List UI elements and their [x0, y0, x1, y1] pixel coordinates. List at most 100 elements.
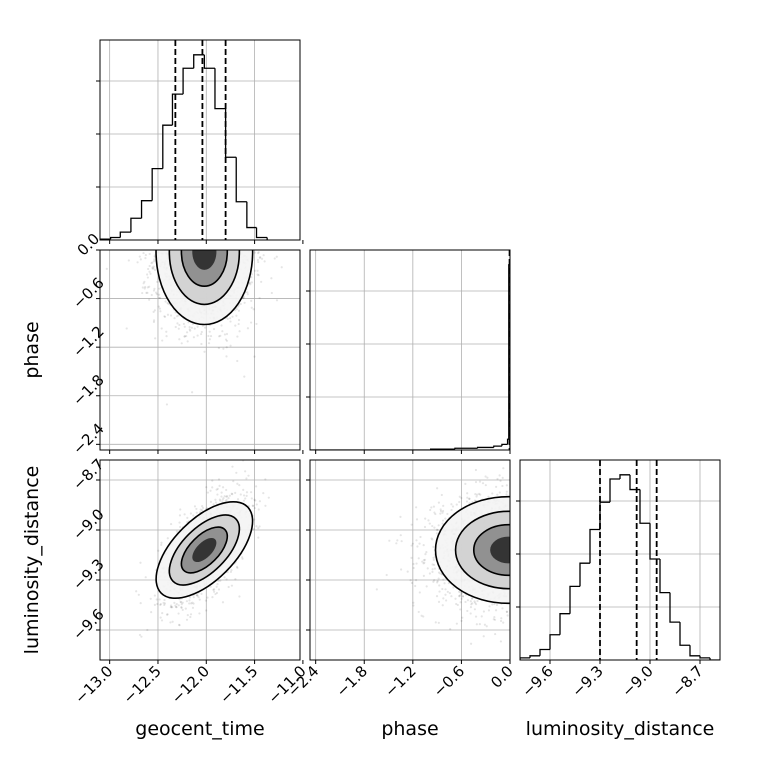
- scatter-point: [158, 307, 162, 310]
- histogram-bar: [476, 446, 494, 449]
- scatter-point: [481, 482, 485, 485]
- scatter-point: [245, 477, 248, 480]
- histogram-bar: [639, 489, 650, 524]
- scatter-point: [435, 528, 439, 531]
- scatter-point: [205, 609, 208, 612]
- scatter-point: [445, 599, 448, 602]
- scatter-point: [253, 251, 257, 254]
- scatter-point: [475, 623, 478, 626]
- scatter-point: [178, 521, 181, 524]
- scatter-point: [270, 291, 273, 295]
- scatter-point: [211, 596, 214, 599]
- scatter-point: [259, 256, 262, 259]
- scatter-point: [464, 482, 467, 486]
- scatter-point: [505, 493, 508, 496]
- scatter-point: [228, 494, 231, 497]
- scatter-point: [464, 600, 467, 604]
- scatter-point: [485, 625, 488, 628]
- scatter-point: [218, 335, 221, 338]
- scatter-point: [451, 505, 455, 508]
- scatter-point: [422, 615, 425, 618]
- scatter-point: [414, 584, 417, 588]
- scatter-point: [216, 487, 219, 491]
- scatter-point: [165, 335, 168, 338]
- scatter-point: [216, 493, 219, 496]
- scatter-point: [459, 601, 462, 604]
- scatter-point: [252, 504, 255, 507]
- scatter-point: [178, 338, 181, 341]
- scatter-point: [156, 602, 159, 606]
- scatter-point: [257, 274, 260, 277]
- contour-line: [180, 250, 229, 288]
- scatter-point: [153, 268, 157, 272]
- scatter-point: [455, 602, 458, 606]
- scatter-point: [178, 623, 181, 626]
- scatter-point: [417, 610, 420, 614]
- scatter-point: [431, 570, 434, 573]
- scatter-point: [375, 588, 378, 591]
- scatter-point: [212, 503, 215, 506]
- scatter-point: [255, 525, 258, 528]
- histogram-bar: [235, 157, 247, 203]
- scatter-point: [163, 315, 167, 318]
- scatter-point: [428, 572, 431, 575]
- histogram-bar: [699, 655, 710, 659]
- scatter-point: [178, 323, 181, 327]
- scatter-point: [442, 578, 445, 581]
- scatter-point: [186, 614, 189, 617]
- scatter-point: [160, 327, 163, 330]
- scatter-point: [421, 560, 424, 563]
- scatter-point: [201, 509, 204, 512]
- scatter-point: [476, 599, 479, 603]
- scatter-point: [244, 470, 247, 473]
- scatter-point: [154, 337, 157, 340]
- scatter-point: [209, 334, 213, 338]
- scatter-point: [487, 495, 490, 498]
- scatter-point: [461, 595, 465, 598]
- scatter-point: [209, 585, 212, 588]
- scatter-point: [223, 576, 226, 579]
- scatter-point: [242, 494, 246, 497]
- scatter-point: [486, 476, 489, 479]
- scatter-point: [235, 471, 238, 474]
- scatter-point: [189, 329, 192, 332]
- scatter-point: [466, 496, 469, 499]
- scatter-point: [484, 484, 487, 487]
- scatter-point: [410, 544, 413, 547]
- scatter-point: [410, 523, 413, 526]
- scatter-point: [246, 327, 250, 330]
- scatter-point: [205, 486, 208, 489]
- scatter-point: [431, 524, 434, 528]
- scatter-point: [419, 535, 422, 539]
- scatter-point: [242, 296, 245, 299]
- histogram-bar: [171, 93, 184, 126]
- histogram-bar: [162, 124, 173, 169]
- scatter-point: [484, 475, 487, 478]
- scatter-point: [163, 598, 166, 602]
- scatter-point: [468, 497, 471, 500]
- scatter-point: [181, 601, 184, 604]
- scatter-point: [144, 576, 147, 579]
- scatter-point: [241, 557, 244, 560]
- scatter-point: [219, 499, 222, 502]
- histogram-bar: [100, 238, 111, 240]
- scatter-point: [432, 580, 435, 583]
- scatter-point: [183, 335, 186, 338]
- scatter-point: [200, 332, 203, 336]
- contour-line: [180, 526, 229, 574]
- scatter-point: [201, 505, 204, 508]
- x-axis-label: phase: [381, 718, 438, 740]
- scatter-point: [166, 301, 169, 305]
- scatter-point: [230, 584, 234, 587]
- scatter-point: [236, 335, 239, 338]
- scatter-point: [189, 512, 193, 515]
- scatter-point: [226, 571, 229, 574]
- scatter-point: [157, 305, 160, 308]
- scatter-point: [171, 606, 174, 609]
- scatter-point: [437, 600, 441, 603]
- scatter-point: [165, 403, 169, 406]
- scatter-point: [478, 623, 481, 626]
- scatter-point: [273, 257, 276, 260]
- scatter-point: [151, 267, 154, 270]
- scatter-point: [181, 608, 184, 612]
